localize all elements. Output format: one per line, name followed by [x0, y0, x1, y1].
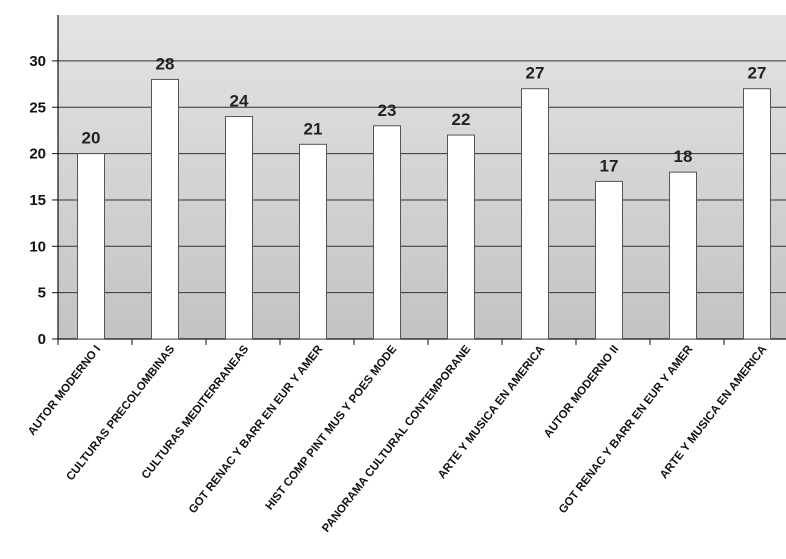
bar [152, 79, 179, 339]
data-label: 23 [378, 101, 397, 120]
data-label: 18 [674, 147, 693, 166]
y-tick-label: 15 [29, 192, 46, 209]
y-tick-label: 25 [29, 99, 46, 116]
y-tick-label: 10 [29, 238, 46, 255]
data-label: 28 [156, 54, 175, 73]
bar [448, 135, 475, 339]
y-tick-label: 0 [38, 331, 46, 348]
category-label: PANORAMA CULTURAL CONTEMPORANE [320, 343, 473, 535]
bar [522, 89, 549, 339]
y-tick-label: 30 [29, 53, 46, 70]
category-label: GOT RENAC Y BARR EN EUR Y AMER [557, 343, 696, 516]
y-tick-label: 5 [38, 285, 46, 302]
data-label: 21 [304, 119, 323, 138]
data-label: 27 [526, 64, 545, 83]
bar [78, 154, 105, 339]
data-label: 17 [600, 156, 619, 175]
data-label: 20 [82, 129, 101, 148]
bar [744, 89, 771, 339]
category-label: GOT RENAC Y BARR EN EUR Y AMER [187, 343, 326, 516]
data-label: 24 [230, 92, 249, 111]
bar [300, 144, 327, 339]
category-label: AUTOR MODERNO II [542, 343, 621, 440]
category-label: AUTOR MODERNO I [26, 343, 103, 437]
data-label: 22 [452, 110, 471, 129]
bar [596, 181, 623, 339]
y-tick-label: 20 [29, 146, 46, 163]
category-label: HIST COMP PINT MUS Y POES MODE [264, 343, 400, 512]
bar [374, 126, 401, 339]
bar [226, 117, 253, 339]
data-label: 27 [748, 64, 767, 83]
bar [670, 172, 697, 339]
